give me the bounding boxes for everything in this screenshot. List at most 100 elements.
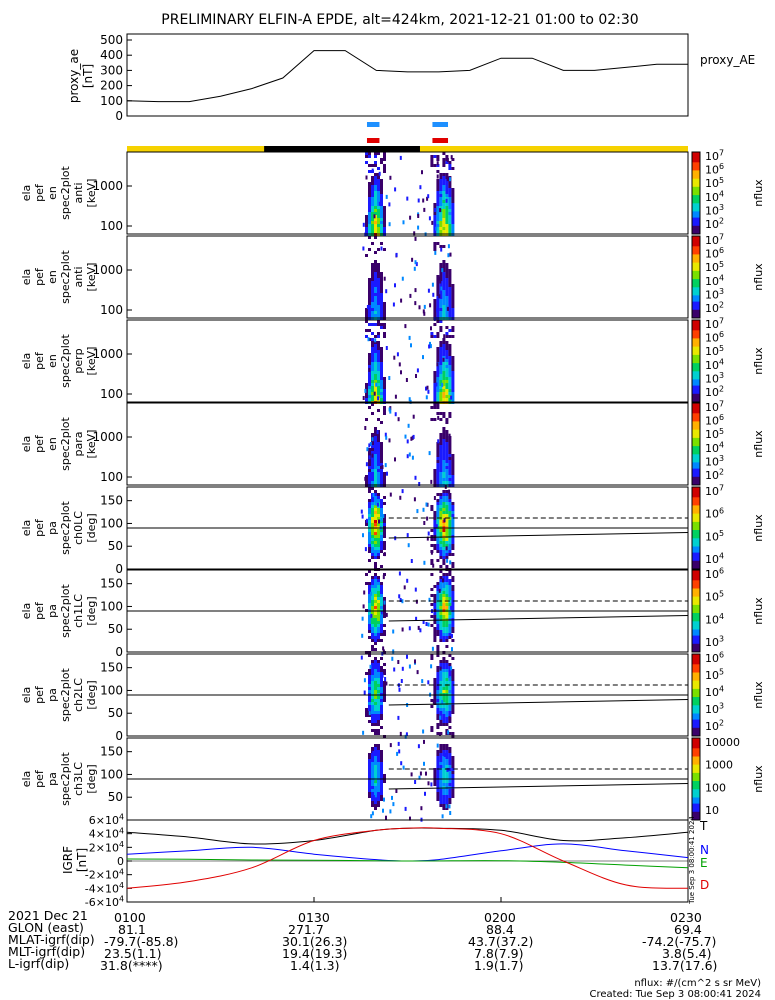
spectrogram-pixel <box>368 302 371 305</box>
spectrogram-speckle <box>364 426 367 430</box>
spectrogram-pixel <box>368 377 371 380</box>
spectrogram-pixel <box>442 182 446 185</box>
spectrogram-pixel <box>371 606 374 609</box>
colorbar-tick-label: 103 <box>705 203 724 217</box>
spectrogram-pixel <box>436 353 440 356</box>
spectrogram-pixel <box>380 326 383 329</box>
spectrogram-pixel <box>371 705 374 708</box>
colorbar-segment <box>692 182 700 186</box>
spectrogram-pixel <box>433 585 437 588</box>
spectrogram-pixel <box>433 383 437 386</box>
spectrogram-ylabel-5: [keV] <box>85 347 98 376</box>
spectrogram-pixel <box>374 269 377 272</box>
colorbar-segment <box>692 787 700 790</box>
spectrogram-speckle <box>377 350 380 355</box>
spectrogram-pixel <box>451 230 455 233</box>
spectrogram-pixel <box>436 541 440 544</box>
spectrogram-pixel <box>383 152 386 155</box>
spectrogram-speckle <box>388 438 391 443</box>
spectrogram-speckle <box>375 382 378 387</box>
spectrogram-pixel <box>374 314 377 317</box>
spectrogram-pixel <box>436 406 440 409</box>
spectrogram-speckle <box>378 519 380 524</box>
spectrogram-pixel <box>374 544 377 547</box>
spectrogram-pixel <box>439 699 443 702</box>
spectrogram-pixel <box>448 469 452 472</box>
spectrogram-pixel <box>436 170 440 173</box>
spectrogram-pixel <box>380 460 383 463</box>
spectrogram-pixel <box>377 341 380 344</box>
spectrogram-pixel <box>445 365 449 368</box>
spectrogram-pixel <box>445 723 449 726</box>
spectrogram-pixel <box>377 591 380 594</box>
spectrogram-pixel <box>380 780 383 783</box>
spectrogram-pixel <box>374 717 377 720</box>
spectrogram-speckle <box>422 198 425 203</box>
spectrogram-pixel <box>433 389 437 392</box>
spectrogram-pixel <box>383 215 386 218</box>
spectrogram-speckle <box>363 690 366 695</box>
spectrogram-pixel <box>368 374 371 377</box>
spectrogram-pixel <box>439 442 443 445</box>
colorbar-segment <box>692 307 700 311</box>
spectrogram-pixel <box>374 547 377 550</box>
spectrogram-pixel <box>442 194 446 197</box>
spectrogram-pixel <box>380 448 383 451</box>
spectrogram-speckle <box>368 711 371 716</box>
colorbar-segment <box>692 158 700 161</box>
spectrogram-ylabel-5: [deg] <box>85 764 98 793</box>
spectrogram-ylabel-2: en <box>46 270 59 284</box>
spectrogram-pixel <box>436 621 440 624</box>
spectrogram-pixel <box>377 323 380 326</box>
spectrogram-pixel <box>383 520 386 523</box>
spectrogram-pixel <box>383 386 386 389</box>
spectrogram-speckle <box>423 521 426 525</box>
colorbar-segment <box>692 674 700 677</box>
spectrogram-pixel <box>439 550 443 553</box>
spectrogram-speckle <box>384 432 387 437</box>
spectrogram-pixel <box>368 585 371 588</box>
spectrogram-pixel <box>451 532 455 535</box>
spectrogram-pixel <box>368 541 371 544</box>
spectrogram-pixel <box>442 493 446 496</box>
colorbar-segment <box>692 248 700 251</box>
spectrogram-pixel <box>368 508 371 511</box>
colorbar-segment <box>692 377 700 380</box>
spectrogram-pixel <box>380 705 383 708</box>
spectrogram-pixel <box>442 499 446 502</box>
spectrogram-pixel <box>380 383 383 386</box>
spectrogram-pixel <box>371 783 374 786</box>
spectrogram-pixel <box>377 356 380 359</box>
spectrogram-speckle <box>371 168 374 173</box>
spectrogram-pixel <box>380 221 383 224</box>
spectrogram-pixel <box>371 538 374 541</box>
spectrogram-pixel <box>377 633 380 636</box>
side-timestamp: Tue Sep 3 08:00:41 2024 <box>688 816 696 905</box>
spectrogram-pixel <box>439 356 443 359</box>
colorbar-segment <box>692 705 700 708</box>
spectrogram-pixel <box>436 702 440 705</box>
spectrogram-pixel <box>371 206 374 209</box>
colorbar-segment <box>692 421 700 424</box>
spectrogram-pixel <box>439 499 443 502</box>
spectrogram-pixel <box>374 374 377 377</box>
spectrogram-pixel <box>368 499 371 502</box>
spectrogram-pixel <box>365 398 368 401</box>
spectrogram-pixel <box>442 392 446 395</box>
spectrogram-pixel <box>436 158 440 161</box>
spectrogram-pixel <box>436 762 440 765</box>
spectrogram-speckle <box>397 741 400 746</box>
spectrogram-pixel <box>439 636 443 639</box>
spectrogram-speckle <box>428 216 431 221</box>
spectrogram-pixel <box>442 576 446 579</box>
colorbar-segment <box>692 606 700 610</box>
spectrogram-pixel <box>445 556 449 559</box>
spectrogram-pixel <box>374 194 377 197</box>
spectrogram-pixel <box>377 290 380 293</box>
spectrogram-pixel <box>430 705 434 708</box>
spectrogram-pixel <box>451 544 455 547</box>
spectrogram-pixel <box>374 591 377 594</box>
spectrogram-speckle <box>402 765 405 770</box>
spectrogram-pixel <box>448 218 452 221</box>
spectrogram-pixel <box>436 786 440 789</box>
